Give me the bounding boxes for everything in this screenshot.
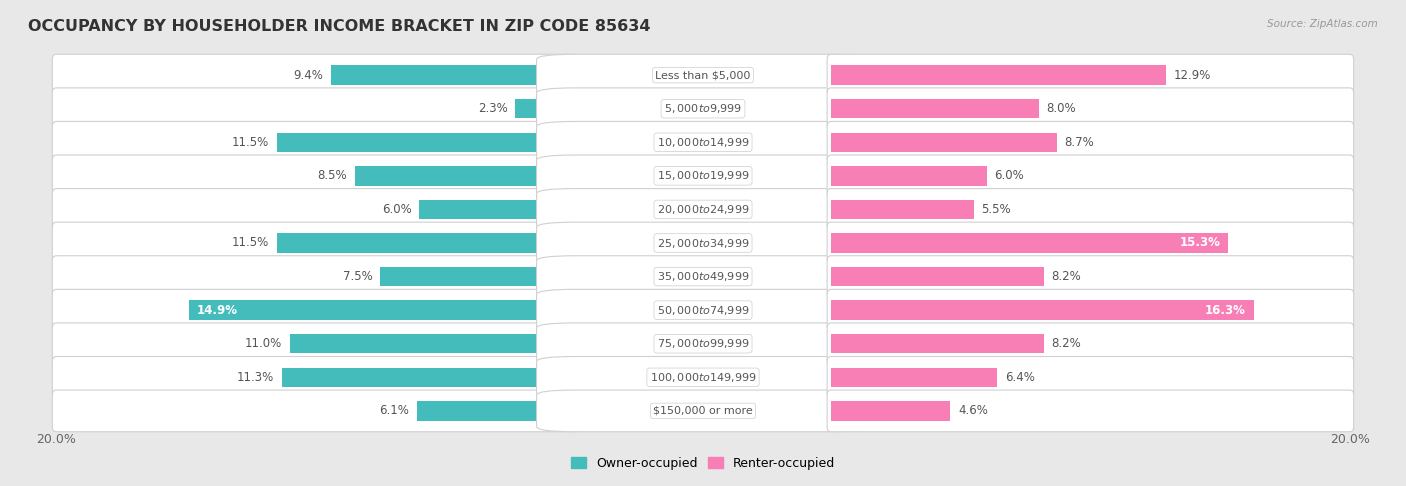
Text: $100,000 to $149,999: $100,000 to $149,999: [650, 371, 756, 384]
FancyBboxPatch shape: [537, 155, 869, 197]
Text: 11.3%: 11.3%: [236, 371, 274, 384]
FancyBboxPatch shape: [827, 390, 1354, 432]
FancyBboxPatch shape: [52, 222, 579, 264]
Text: Source: ZipAtlas.com: Source: ZipAtlas.com: [1267, 19, 1378, 30]
FancyBboxPatch shape: [332, 66, 575, 85]
FancyBboxPatch shape: [290, 334, 575, 353]
FancyBboxPatch shape: [52, 390, 579, 432]
FancyBboxPatch shape: [537, 88, 869, 129]
FancyBboxPatch shape: [827, 256, 1354, 297]
FancyBboxPatch shape: [52, 323, 579, 364]
FancyBboxPatch shape: [188, 300, 575, 320]
Text: 8.2%: 8.2%: [1052, 337, 1081, 350]
Text: 8.7%: 8.7%: [1064, 136, 1094, 149]
Text: 8.5%: 8.5%: [318, 169, 347, 182]
FancyBboxPatch shape: [354, 166, 575, 186]
Text: 6.0%: 6.0%: [994, 169, 1024, 182]
FancyBboxPatch shape: [827, 323, 1354, 364]
FancyBboxPatch shape: [537, 54, 869, 96]
Text: 8.0%: 8.0%: [1046, 102, 1076, 115]
Text: 11.0%: 11.0%: [245, 337, 281, 350]
FancyBboxPatch shape: [827, 222, 1354, 264]
Text: $20,000 to $24,999: $20,000 to $24,999: [657, 203, 749, 216]
Text: $35,000 to $49,999: $35,000 to $49,999: [657, 270, 749, 283]
FancyBboxPatch shape: [537, 189, 869, 230]
FancyBboxPatch shape: [831, 133, 1057, 152]
Text: OCCUPANCY BY HOUSEHOLDER INCOME BRACKET IN ZIP CODE 85634: OCCUPANCY BY HOUSEHOLDER INCOME BRACKET …: [28, 19, 651, 35]
FancyBboxPatch shape: [831, 99, 1039, 119]
FancyBboxPatch shape: [416, 401, 575, 420]
FancyBboxPatch shape: [52, 357, 579, 398]
Text: 9.4%: 9.4%: [294, 69, 323, 82]
FancyBboxPatch shape: [277, 233, 575, 253]
Text: 6.0%: 6.0%: [382, 203, 412, 216]
FancyBboxPatch shape: [537, 122, 869, 163]
FancyBboxPatch shape: [537, 256, 869, 297]
FancyBboxPatch shape: [537, 357, 869, 398]
Text: 7.5%: 7.5%: [343, 270, 373, 283]
FancyBboxPatch shape: [52, 88, 579, 129]
FancyBboxPatch shape: [516, 99, 575, 119]
FancyBboxPatch shape: [827, 189, 1354, 230]
Text: $25,000 to $34,999: $25,000 to $34,999: [657, 237, 749, 249]
FancyBboxPatch shape: [419, 200, 575, 219]
FancyBboxPatch shape: [831, 267, 1043, 286]
FancyBboxPatch shape: [52, 155, 579, 197]
Text: 6.1%: 6.1%: [380, 404, 409, 417]
FancyBboxPatch shape: [827, 54, 1354, 96]
FancyBboxPatch shape: [537, 323, 869, 364]
FancyBboxPatch shape: [831, 66, 1166, 85]
FancyBboxPatch shape: [827, 122, 1354, 163]
Text: 8.2%: 8.2%: [1052, 270, 1081, 283]
FancyBboxPatch shape: [381, 267, 575, 286]
Text: 12.9%: 12.9%: [1174, 69, 1211, 82]
FancyBboxPatch shape: [537, 222, 869, 264]
Text: 5.5%: 5.5%: [981, 203, 1011, 216]
FancyBboxPatch shape: [831, 166, 987, 186]
FancyBboxPatch shape: [277, 133, 575, 152]
FancyBboxPatch shape: [831, 401, 950, 420]
FancyBboxPatch shape: [827, 357, 1354, 398]
FancyBboxPatch shape: [52, 54, 579, 96]
Text: $15,000 to $19,999: $15,000 to $19,999: [657, 169, 749, 182]
Text: $75,000 to $99,999: $75,000 to $99,999: [657, 337, 749, 350]
FancyBboxPatch shape: [537, 390, 869, 432]
Text: Less than $5,000: Less than $5,000: [655, 70, 751, 80]
FancyBboxPatch shape: [827, 289, 1354, 331]
Text: $50,000 to $74,999: $50,000 to $74,999: [657, 304, 749, 317]
FancyBboxPatch shape: [827, 155, 1354, 197]
FancyBboxPatch shape: [831, 200, 974, 219]
FancyBboxPatch shape: [537, 289, 869, 331]
FancyBboxPatch shape: [831, 233, 1227, 253]
FancyBboxPatch shape: [52, 122, 579, 163]
FancyBboxPatch shape: [827, 88, 1354, 129]
Text: 15.3%: 15.3%: [1180, 237, 1220, 249]
Text: 11.5%: 11.5%: [232, 237, 269, 249]
Text: 4.6%: 4.6%: [957, 404, 988, 417]
FancyBboxPatch shape: [281, 367, 575, 387]
Text: 14.9%: 14.9%: [197, 304, 238, 317]
Legend: Owner-occupied, Renter-occupied: Owner-occupied, Renter-occupied: [567, 452, 839, 475]
FancyBboxPatch shape: [52, 256, 579, 297]
FancyBboxPatch shape: [831, 334, 1043, 353]
Text: 6.4%: 6.4%: [1005, 371, 1035, 384]
Text: 2.3%: 2.3%: [478, 102, 508, 115]
Text: $5,000 to $9,999: $5,000 to $9,999: [664, 102, 742, 115]
Text: 11.5%: 11.5%: [232, 136, 269, 149]
Text: $150,000 or more: $150,000 or more: [654, 406, 752, 416]
Text: 16.3%: 16.3%: [1205, 304, 1246, 317]
FancyBboxPatch shape: [52, 289, 579, 331]
FancyBboxPatch shape: [52, 189, 579, 230]
FancyBboxPatch shape: [831, 367, 997, 387]
FancyBboxPatch shape: [831, 300, 1254, 320]
Text: $10,000 to $14,999: $10,000 to $14,999: [657, 136, 749, 149]
